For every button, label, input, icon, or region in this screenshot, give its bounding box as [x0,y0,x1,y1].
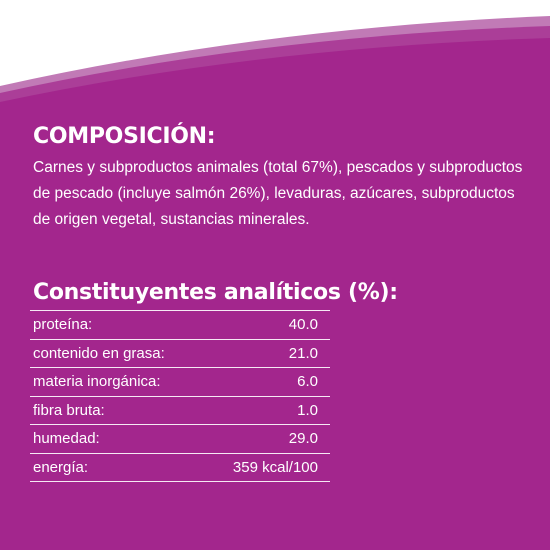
row-label: contenido en grasa: [33,344,165,362]
row-label: humedad: [33,430,100,448]
row-value: 6.0 [297,373,318,391]
table-row-ash: materia inorgánica: 6.0 [30,368,330,397]
row-value: 359 kcal/100 [232,458,318,476]
row-value: 29.0 [288,430,318,448]
row-label: fibra bruta: [33,401,105,419]
composition-title: COMPOSICIÓN: [33,124,216,149]
table-row-fiber: fibra bruta: 1.0 [30,397,330,425]
table-row-protein: proteína: 40.0 [30,311,330,340]
purple-panel [0,38,550,550]
row-label: materia inorgánica: [33,373,161,391]
analytic-table: proteína: 40.0 contenido en grasa: 21.0 … [30,310,330,482]
table-row-energy: energía: 359 kcal/100 [30,454,330,482]
row-label: proteína: [33,316,93,334]
analytic-constituents-title: Constituyentes analíticos (%): [33,280,398,305]
row-value: 21.0 [288,344,318,362]
row-value: 1.0 [297,401,318,419]
composition-text: Carnes y subproductos animales (total 67… [33,159,523,228]
table-row-fat: contenido en grasa: 21.0 [30,340,330,368]
row-value: 40.0 [288,316,318,334]
row-label: energía: [33,458,89,476]
table-row-moisture: humedad: 29.0 [30,425,330,454]
